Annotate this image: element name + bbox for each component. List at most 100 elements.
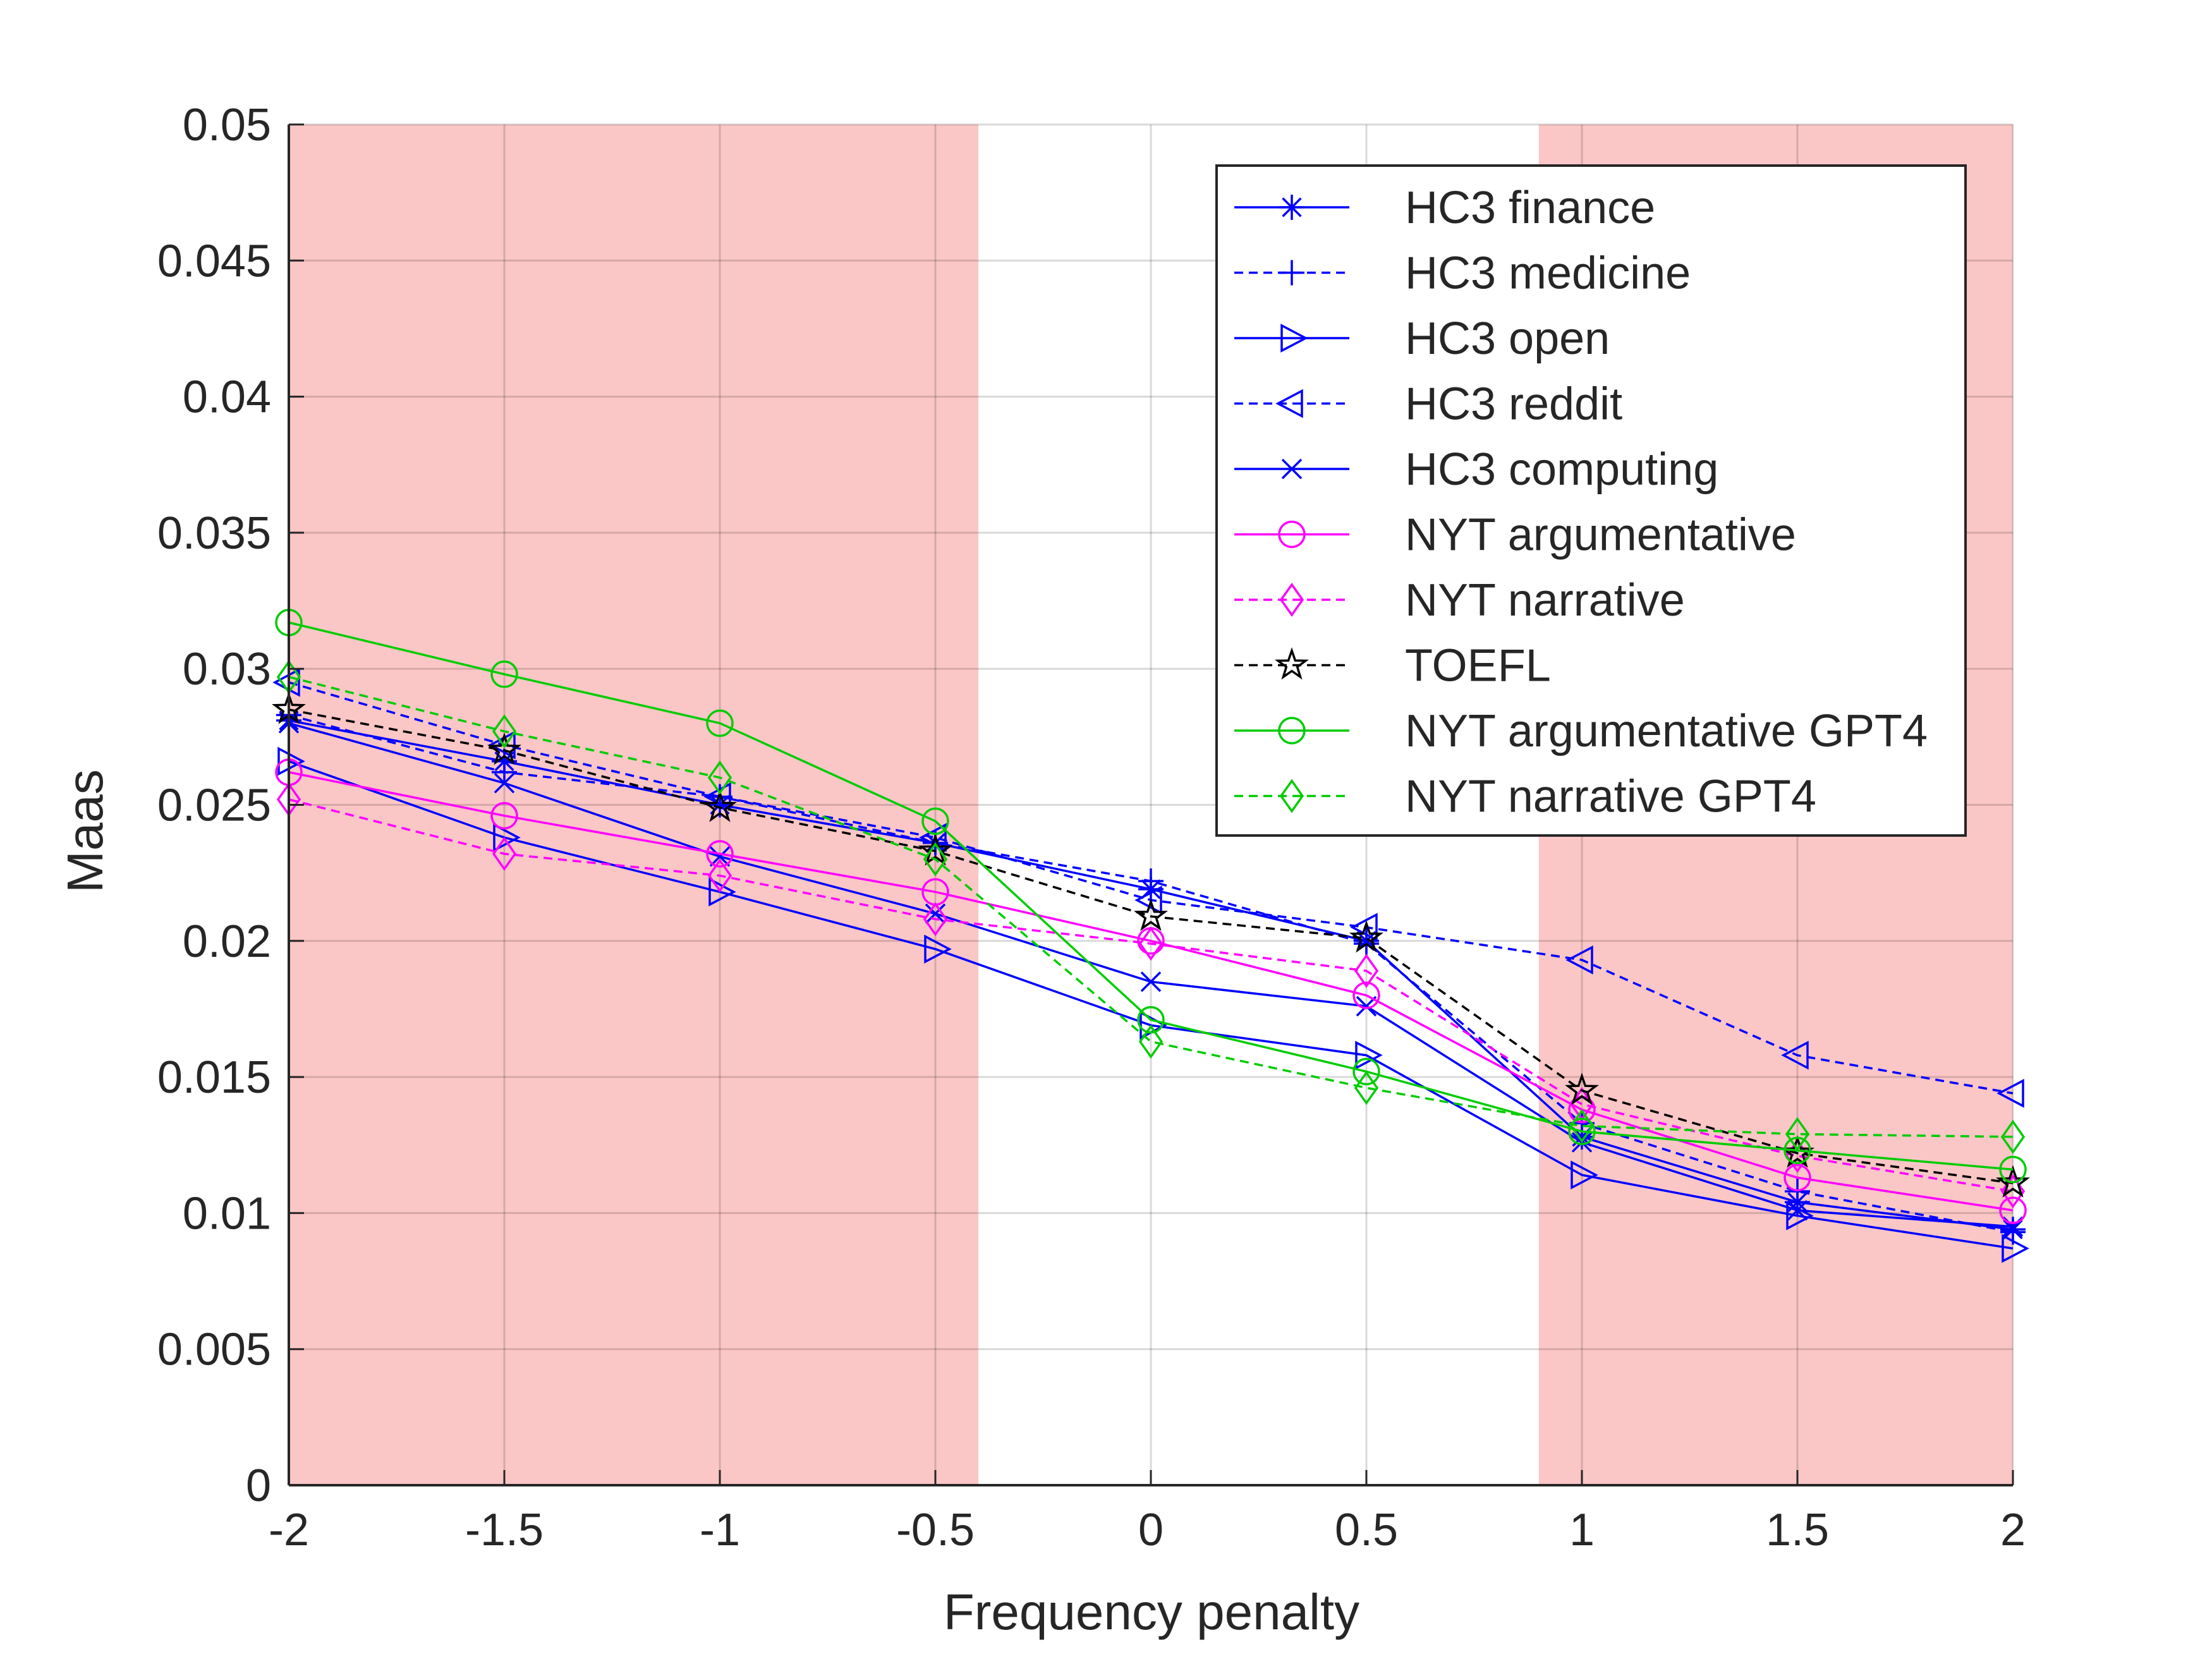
legend-label: TOEFL [1405,641,1551,691]
legend-label: NYT narrative [1405,575,1685,626]
data-point-nyt-narrative-gpt4 [1138,1024,1164,1059]
legend-item-hc3-computing: HC3 computing [1234,444,1718,495]
y-tick-label: 0.035 [157,508,271,559]
x-tick-label: 0.5 [1335,1505,1398,1555]
data-point-hc3-open [1571,1160,1598,1190]
x-tick-label: 1.5 [1766,1505,1829,1555]
legend-label: HC3 medicine [1405,248,1691,299]
x-tick-label: -1 [700,1505,740,1555]
data-point-nyt-narrative [923,902,948,937]
data-point-hc3-medicine [1138,868,1164,894]
data-point-hc3-medicine [492,759,517,785]
data-point-hc3-reddit [1781,1040,1809,1070]
data-point-nyt-narrative-gpt4 [492,714,517,749]
data-point-toefl [487,732,521,765]
data-point-nyt-argumentative-gpt4 [706,709,734,738]
data-point-nyt-argumentative-gpt4 [1568,1117,1596,1145]
legend-label: HC3 computing [1405,444,1718,495]
x-tick-label: 0 [1138,1505,1164,1555]
legend-marker [1274,647,1310,680]
data-point-nyt-argumentative [1352,981,1380,1009]
legend-item-nyt-argumentative: NYT argumentative [1234,510,1796,561]
y-tick-label: 0.015 [157,1052,271,1103]
legend-item-nyt-argumentative-gpt4: NYT argumentative GPT4 [1234,706,1928,757]
x-tick-label: 2 [2000,1505,2026,1555]
data-point-nyt-narrative-gpt4 [1785,1117,1810,1152]
legend-label: HC3 reddit [1405,379,1622,430]
data-point-nyt-argumentative-gpt4 [921,807,949,836]
legend-item-hc3-medicine: HC3 medicine [1234,248,1691,299]
data-point-toefl [1565,1073,1599,1105]
legend-label: NYT narrative GPT4 [1405,772,1816,822]
legend-marker [1278,717,1306,744]
x-tick-label: 1 [1569,1505,1595,1555]
data-point-nyt-narrative-gpt4 [1569,1109,1595,1143]
data-point-hc3-reddit [1996,1079,2024,1108]
y-tick-label: 0.04 [183,372,271,423]
data-point-nyt-narrative [707,858,732,893]
data-point-hc3-open [1355,1040,1383,1070]
series-layer [272,609,2030,1263]
data-point-toefl [918,833,953,866]
series-toefl [272,691,2030,1198]
y-tick-label: 0.05 [183,100,271,150]
legend-marker [1275,389,1303,418]
data-point-toefl [1349,920,1384,953]
data-point-nyt-argumentative-gpt4 [1352,1057,1380,1086]
data-point-hc3-open [493,823,521,853]
data-point-toefl [1996,1165,2030,1198]
legend-label: HC3 open [1405,313,1610,364]
data-point-nyt-argumentative-gpt4 [1999,1155,2027,1184]
data-point-hc3-computing [1140,971,1162,992]
data-point-nyt-narrative-gpt4 [923,842,948,877]
shaded-region-1 [289,125,979,1485]
data-point-nyt-argumentative-gpt4 [1137,1006,1165,1034]
data-point-hc3-computing [709,846,731,867]
data-point-hc3-computing [1787,1200,1808,1221]
legend-marker [1279,779,1304,813]
legend-marker [1279,260,1304,286]
legend-item-hc3-reddit: HC3 reddit [1234,379,1622,430]
data-point-nyt-argumentative [490,801,518,830]
data-point-nyt-narrative-gpt4 [1354,1071,1379,1105]
data-point-nyt-argumentative-gpt4 [1784,1136,1811,1165]
legend-item-hc3-finance: HC3 finance [1234,183,1655,233]
data-point-hc3-reddit [1565,945,1593,975]
legend-box [1215,164,1967,837]
data-point-nyt-argumentative [1999,1196,2027,1224]
data-point-hc3-open [924,934,952,964]
tick-labels: -2 -1.5 -1 -0.5 0 0.5 1 1.5 2 0 0.005 0.01 0.015 0.02… [157,100,2026,1555]
legend-item-hc3-open: HC3 open [1234,313,1610,364]
data-point-nyt-argumentative-gpt4 [490,660,518,688]
legend-marker [1280,324,1308,353]
data-point-hc3-computing [494,772,515,794]
data-point-nyt-narrative [1354,954,1379,988]
legend-label: NYT argumentative GPT4 [1405,706,1928,757]
data-point-nyt-narrative [492,836,517,872]
data-point-toefl [702,789,738,822]
data-point-nyt-narrative-gpt4 [707,760,732,795]
legend-marker [1281,458,1303,480]
y-tick-label: 0.045 [157,236,271,286]
axes [288,123,2014,1486]
y-tick-label: 0.005 [157,1325,271,1375]
legend-marker [1279,582,1304,617]
data-point-toefl [1134,898,1168,932]
data-point-hc3-open [708,877,736,907]
x-tick-label: -1.5 [465,1505,544,1555]
data-point-hc3-reddit [1350,913,1378,942]
legend-marker [1278,520,1306,549]
x-axis-label: Frequency penalty [944,1584,1359,1640]
y-tick-label: 0.03 [183,644,271,695]
data-point-nyt-narrative [1138,927,1164,961]
y-tick-label: 0.025 [157,781,271,831]
data-point-nyt-narrative [2000,1174,2026,1208]
x-tick-label: -2 [269,1505,309,1555]
legend: HC3 finance HC3 medicine HC3 open HC3 reddi… [1215,164,1967,837]
data-point-hc3-finance [1569,1124,1595,1150]
series-line-toefl [288,708,2014,1184]
legend-label: HC3 finance [1405,183,1655,233]
data-point-nyt-narrative-gpt4 [2000,1119,2026,1154]
legend-label: NYT argumentative [1405,510,1796,561]
